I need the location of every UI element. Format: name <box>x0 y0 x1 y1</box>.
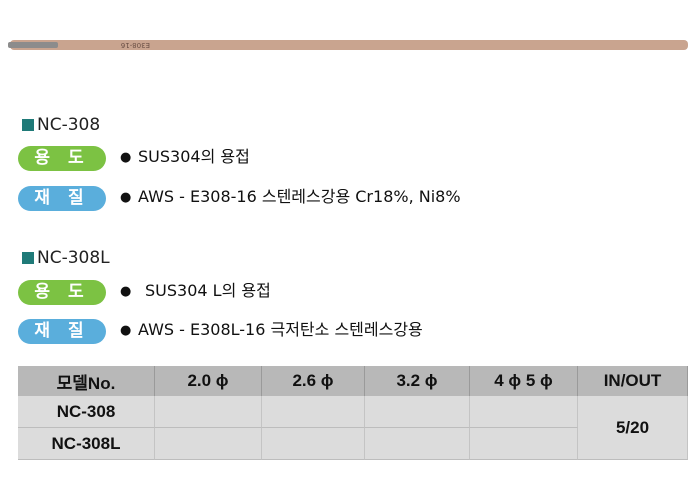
bullet: ● <box>120 284 132 299</box>
header-cell: 2.0 ϕ <box>155 366 262 396</box>
model-cell: NC-308 <box>18 396 155 428</box>
empty-cell <box>262 396 365 428</box>
bullet: ● <box>120 190 132 205</box>
bullet: ● <box>120 323 132 338</box>
usage-label: 용 도 <box>18 280 106 305</box>
material-label: 재 질 <box>18 186 106 211</box>
usage-text: SUS304 L의 용접 <box>145 281 271 300</box>
empty-cell <box>470 428 578 460</box>
material-text: AWS - E308L-16 극저탄소 스텐레스강용 <box>138 320 423 339</box>
header-cell: 모델No. <box>18 366 155 396</box>
empty-cell <box>262 428 365 460</box>
header-cell: 3.2 ϕ <box>365 366 470 396</box>
bullet: ● <box>120 150 132 165</box>
empty-cell <box>155 428 262 460</box>
rod-marking: E308-16 <box>120 41 150 49</box>
empty-cell <box>470 396 578 428</box>
material-label: 재 질 <box>18 319 106 344</box>
material-text: AWS - E308-16 스텐레스강용 Cr18%, Ni8% <box>138 187 461 206</box>
electrode-rod: E308-16 <box>8 40 688 50</box>
model-cell: NC-308L <box>18 428 155 460</box>
usage-label: 용 도 <box>18 146 106 171</box>
empty-cell <box>365 428 470 460</box>
title-icon <box>22 252 34 264</box>
usage-text: SUS304의 용접 <box>138 147 250 166</box>
rod-tip <box>8 42 58 48</box>
empty-cell <box>365 396 470 428</box>
header-cell: IN/OUT <box>578 366 688 396</box>
product-title: NC-308L <box>37 248 110 268</box>
header-cell: 4 ϕ 5 ϕ <box>470 366 578 396</box>
empty-cell <box>155 396 262 428</box>
in-out-cell: 5/20 <box>578 396 688 460</box>
rod-coating <box>10 40 688 50</box>
title-icon <box>22 119 34 131</box>
header-cell: 2.6 ϕ <box>262 366 365 396</box>
product-title: NC-308 <box>37 115 101 135</box>
